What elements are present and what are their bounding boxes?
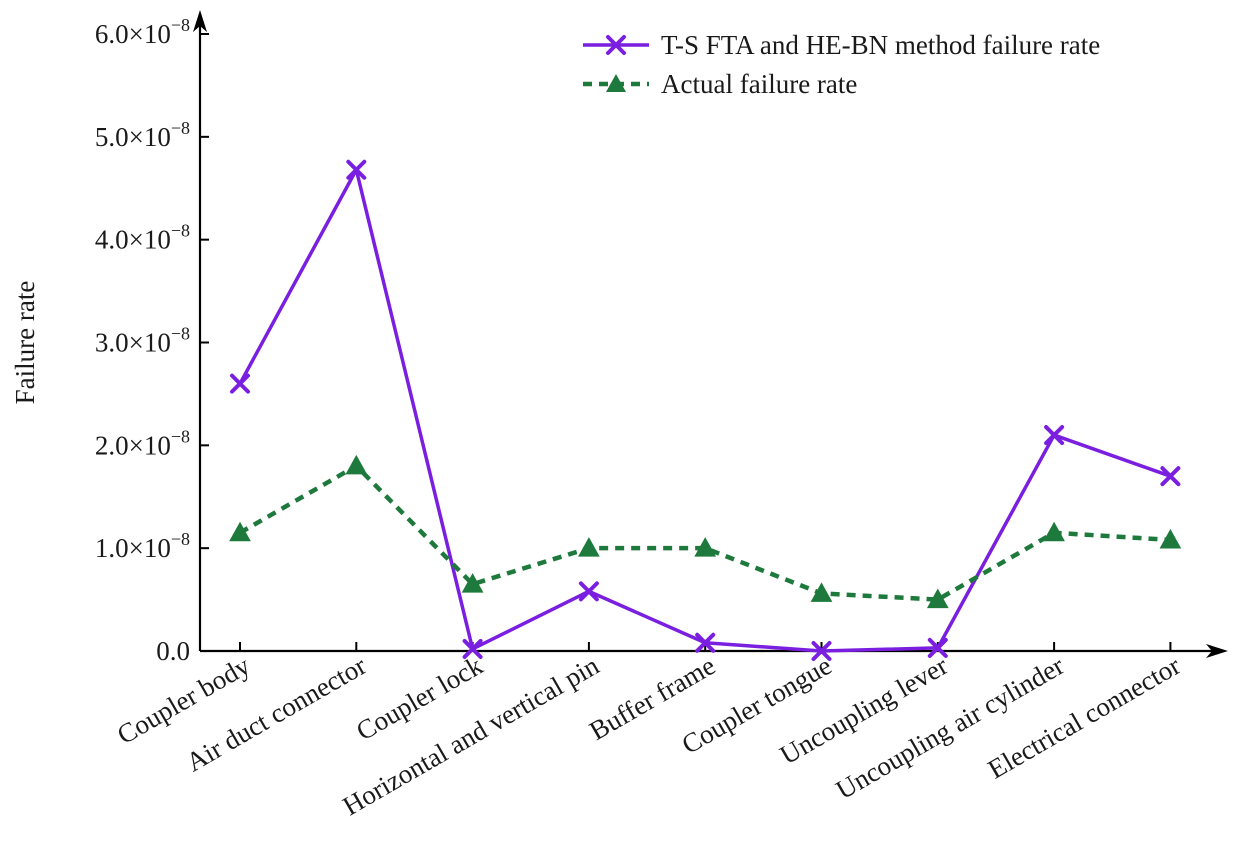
legend-x-marker xyxy=(606,35,626,55)
data-point-triangle-marker xyxy=(229,521,251,542)
data-point-x-marker xyxy=(346,159,367,180)
y-tick-label: 3.0×10−8 xyxy=(95,324,190,358)
series-1 xyxy=(229,454,1182,609)
series-line xyxy=(238,167,1171,653)
x-tick-label: Electrical connector xyxy=(983,650,1186,784)
data-point-x-marker xyxy=(462,638,483,659)
data-point-triangle-marker xyxy=(694,537,717,557)
data-point-triangle-marker xyxy=(578,537,600,557)
y-tick-label: 5.0×10−8 xyxy=(95,118,190,152)
data-point-x-marker xyxy=(1044,425,1065,446)
legend: T-S FTA and HE-BN method failure rate Act… xyxy=(583,30,1100,99)
data-point-triangle-marker xyxy=(1159,528,1182,549)
y-tick-label: 4.0×10−8 xyxy=(95,221,190,255)
legend-item-1: Actual failure rate xyxy=(583,69,857,99)
axes: 0.0 1.0×10−8 2.0×10−8 3.0×10−8 4.0×10−8 5.0×1… xyxy=(10,10,1228,821)
legend-label: T-S FTA and HE-BN method failure rate xyxy=(661,30,1100,60)
series-group xyxy=(229,159,1182,661)
y-tick-label: 0.0 xyxy=(156,636,190,666)
series-line xyxy=(238,463,1171,602)
data-point-x-marker xyxy=(695,632,716,653)
data-point-triangle-marker xyxy=(461,573,484,593)
data-point-x-marker xyxy=(1160,466,1181,487)
y-tick-label: 2.0×10−8 xyxy=(95,426,190,460)
y-axis-title: Failure rate xyxy=(10,281,40,405)
y-axis-arrow xyxy=(193,10,207,32)
data-point-x-marker xyxy=(927,637,948,658)
y-tick-label: 6.0×10−8 xyxy=(95,15,190,49)
series-0 xyxy=(230,159,1181,661)
legend-triangle-marker xyxy=(606,74,626,92)
data-point-triangle-marker xyxy=(810,582,833,602)
y-tick-label: 1.0×10−8 xyxy=(95,529,190,563)
legend-item-0: T-S FTA and HE-BN method failure rate xyxy=(583,30,1100,60)
data-point-triangle-marker xyxy=(345,454,368,475)
data-point-x-marker xyxy=(578,581,599,602)
data-point-x-marker xyxy=(811,641,832,661)
data-point-triangle-marker xyxy=(1043,521,1065,542)
legend-label: Actual failure rate xyxy=(661,69,857,99)
data-point-triangle-marker xyxy=(926,588,949,609)
data-point-x-marker xyxy=(230,373,250,394)
x-axis-arrow xyxy=(1206,644,1228,658)
